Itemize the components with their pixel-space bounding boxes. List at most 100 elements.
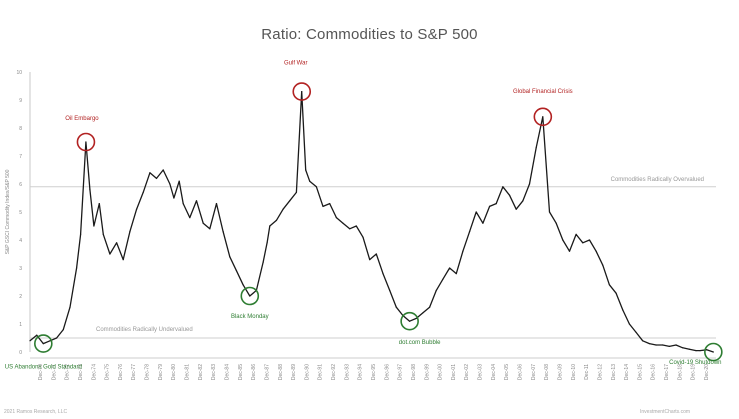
annotation-circle-0	[76, 132, 96, 152]
x-tick-label-3: Dec-73	[78, 364, 84, 380]
x-tick-label-15: Dec-85	[238, 364, 244, 380]
data-point-64	[422, 312, 424, 314]
x-tick-label-8: Dec-78	[145, 364, 151, 380]
x-tick-label-22: Dec-92	[331, 364, 337, 380]
data-point-81	[535, 147, 537, 149]
data-point-60	[395, 306, 397, 308]
data-point-24	[173, 197, 175, 199]
annotation-circle-2	[533, 107, 553, 127]
data-point-30	[209, 228, 211, 230]
data-point-87	[575, 233, 577, 235]
data-point-56	[369, 259, 371, 261]
data-point-104	[688, 348, 690, 350]
data-point-105	[695, 350, 697, 352]
x-tick-label-11: Dec-81	[185, 364, 191, 380]
data-point-5	[62, 329, 64, 331]
reference-label-overvalued: Commodities Radically Overvalued	[611, 177, 704, 183]
x-tick-label-18: Dec-88	[278, 364, 284, 380]
chart-title: Ratio: Commodities to S&P 500	[261, 26, 478, 43]
data-point-70	[462, 250, 464, 252]
x-tick-label-10: Dec-80	[171, 364, 177, 380]
annotation-label-2: Global Financial Crisis	[513, 89, 573, 95]
data-point-19	[142, 191, 144, 193]
annotation-circle-4	[34, 334, 53, 353]
data-point-18	[135, 208, 138, 210]
data-point-52	[342, 222, 344, 224]
data-point-31	[215, 203, 218, 205]
data-point-53	[349, 228, 351, 230]
data-point-15	[115, 242, 118, 244]
data-point-57	[375, 253, 377, 255]
x-tick-label-34: Dec-04	[491, 364, 497, 380]
x-tick-label-42: Dec-12	[597, 364, 603, 380]
x-tick-label-13: Dec-83	[211, 364, 217, 380]
data-point-35	[242, 284, 244, 286]
y-tick-label-10: 10	[16, 70, 22, 76]
x-tick-label-14: Dec-84	[224, 364, 230, 380]
data-point-9	[85, 141, 87, 143]
x-tick-label-19: Dec-89	[291, 364, 297, 380]
annotation-label-4: US Abandons Gold Standard	[5, 365, 82, 371]
data-point-94	[622, 309, 624, 311]
data-point-63	[415, 317, 417, 319]
data-point-40	[269, 225, 271, 227]
x-tick-label-21: Dec-91	[318, 364, 324, 380]
data-point-108	[712, 351, 714, 353]
series-line	[29, 90, 714, 353]
x-tick-label-12: Dec-82	[198, 364, 204, 380]
data-point-99	[655, 344, 657, 346]
data-point-22	[162, 169, 164, 171]
y-tick-label-1: 1	[19, 322, 22, 328]
x-tick-label-50: Dec-20	[704, 364, 710, 380]
data-point-12	[98, 203, 100, 205]
data-point-101	[668, 345, 670, 347]
footer-source: InvestmentCharts.com	[640, 409, 691, 415]
data-point-85	[562, 239, 564, 241]
data-point-48	[315, 186, 317, 188]
x-tick-label-5: Dec-75	[105, 364, 111, 380]
y-tick-label-9: 9	[19, 98, 22, 104]
y-axis-label: S&P GSCI Commodity Index/S&P 500	[5, 169, 11, 254]
data-point-103	[682, 347, 684, 349]
annotation-circle-3	[240, 286, 260, 306]
x-tick-label-27: Dec-97	[398, 364, 404, 380]
x-tick-label-32: Dec-02	[464, 364, 470, 380]
annotation-label-5: dot.com Bubble	[399, 340, 441, 346]
data-point-102	[675, 344, 677, 346]
y-tick-label-3: 3	[19, 266, 22, 272]
x-tick-label-41: Dec-11	[584, 364, 590, 380]
x-tick-label-4: Dec-74	[91, 364, 97, 380]
data-point-83	[548, 211, 551, 213]
x-tick-label-36: Dec-06	[518, 364, 524, 380]
data-point-11	[93, 225, 95, 227]
data-point-84	[555, 222, 557, 224]
data-point-28	[195, 200, 198, 202]
data-point-68	[448, 267, 451, 269]
data-point-82	[542, 116, 544, 118]
x-tick-label-31: Dec-01	[451, 364, 457, 380]
annotation-label-1: Gulf War	[284, 61, 307, 67]
x-tick-label-45: Dec-15	[637, 364, 643, 380]
data-point-23	[169, 183, 171, 185]
data-point-13	[102, 233, 104, 235]
data-point-69	[455, 273, 457, 275]
y-tick-label-2: 2	[19, 294, 22, 300]
data-point-34	[235, 270, 238, 272]
x-tick-label-2: Dec-72	[65, 364, 71, 380]
data-point-42	[282, 208, 284, 210]
data-point-25	[178, 180, 180, 182]
data-point-90	[595, 250, 597, 252]
data-point-98	[648, 343, 650, 345]
data-point-72	[475, 211, 477, 213]
x-tick-label-35: Dec-05	[504, 364, 510, 380]
data-point-91	[602, 264, 604, 266]
data-point-14	[109, 253, 111, 255]
x-tick-label-44: Dec-14	[624, 364, 630, 380]
x-tick-label-1: Dec-71	[51, 364, 57, 380]
data-point-62	[409, 320, 411, 322]
data-point-100	[662, 344, 664, 346]
data-point-20	[149, 172, 151, 174]
data-point-95	[628, 323, 631, 325]
annotation-circle-5	[400, 311, 419, 331]
data-point-55	[362, 236, 364, 238]
